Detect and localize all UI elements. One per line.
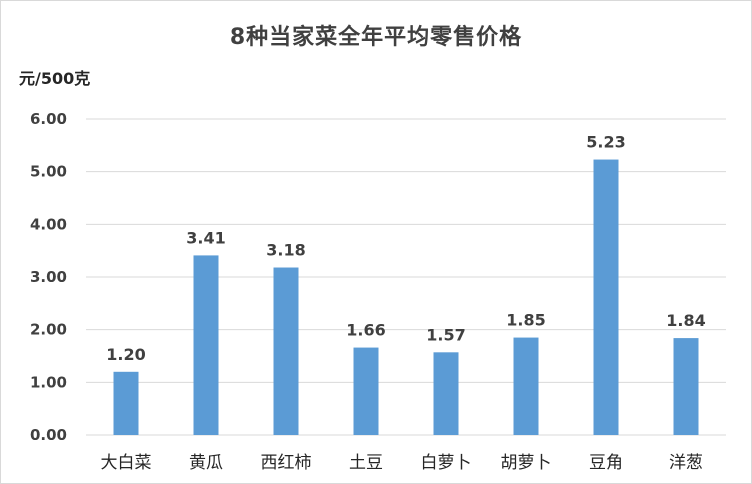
data-label: 1.57 bbox=[426, 325, 465, 344]
bar bbox=[513, 337, 539, 435]
y-tick-label: 5.00 bbox=[30, 163, 67, 181]
x-category-label: 洋葱 bbox=[669, 453, 703, 473]
data-label: 1.84 bbox=[666, 311, 705, 330]
x-category-label: 黄瓜 bbox=[189, 453, 223, 473]
y-axis-ticks: 0.00 1.00 2.00 3.00 4.00 5.00 6.00 bbox=[30, 110, 67, 444]
x-category-label: 胡萝卜 bbox=[501, 453, 552, 473]
x-category-label: 土豆 bbox=[349, 453, 383, 473]
data-label: 3.18 bbox=[266, 241, 305, 260]
y-tick-label: 3.00 bbox=[30, 268, 67, 286]
data-label: 1.20 bbox=[106, 345, 145, 364]
y-tick-label: 1.00 bbox=[30, 373, 67, 391]
gridlines bbox=[86, 118, 726, 436]
data-label: 5.23 bbox=[586, 133, 625, 152]
data-label: 1.66 bbox=[346, 321, 385, 340]
x-category-label: 白萝卜 bbox=[421, 453, 472, 473]
x-category-label: 西红柿 bbox=[261, 453, 312, 473]
bar bbox=[433, 352, 459, 435]
y-tick-label: 6.00 bbox=[30, 110, 67, 128]
data-labels: 1.20 3.41 3.18 1.66 1.57 1.85 5.23 1.84 bbox=[106, 133, 705, 364]
bar bbox=[593, 159, 619, 435]
data-label: 3.41 bbox=[186, 228, 225, 247]
y-tick-label: 0.00 bbox=[30, 426, 67, 444]
bar bbox=[673, 338, 699, 435]
y-axis-unit-label: 元/500克 bbox=[19, 69, 91, 88]
x-category-label: 大白菜 bbox=[101, 453, 152, 473]
y-tick-label: 4.00 bbox=[30, 215, 67, 233]
bar bbox=[113, 371, 139, 435]
chart-title: 8种当家菜全年平均零售价格 bbox=[229, 25, 523, 50]
bar bbox=[193, 255, 219, 435]
y-tick-label: 2.00 bbox=[30, 321, 67, 339]
bar bbox=[353, 347, 379, 435]
data-label: 1.85 bbox=[506, 311, 545, 330]
bar bbox=[273, 267, 299, 435]
x-axis-categories: 大白菜 黄瓜 西红柿 土豆 白萝卜 胡萝卜 豆角 洋葱 bbox=[101, 453, 704, 473]
x-category-label: 豆角 bbox=[589, 453, 623, 473]
bars bbox=[113, 159, 699, 435]
